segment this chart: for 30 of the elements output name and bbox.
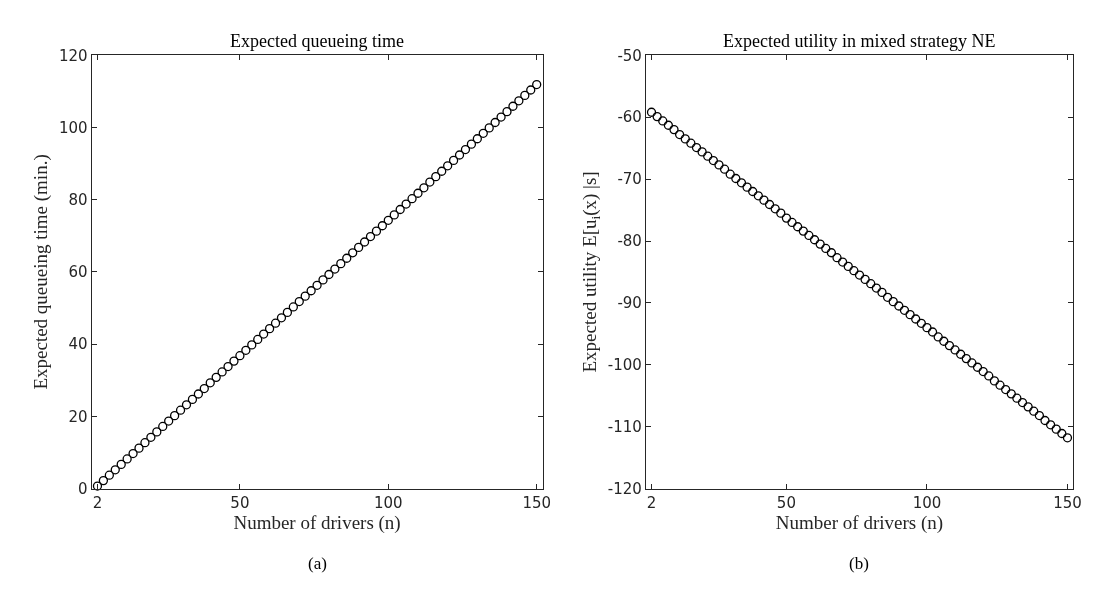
y-tick-label: -70: [617, 170, 642, 189]
y-tick-label: 60: [68, 263, 88, 282]
y-tick-label: -110: [607, 417, 642, 436]
y-tick-label: 20: [68, 407, 88, 426]
x-axis-title: Number of drivers (n): [775, 511, 944, 534]
y-tick-label: 120: [58, 46, 88, 65]
text: (b): [849, 554, 869, 573]
y-tick-label: -120: [607, 479, 642, 498]
y-tick-label: 40: [68, 335, 88, 354]
y-tick-label: 0: [77, 479, 88, 498]
x-tick-label: 50: [776, 493, 796, 512]
x-tick-label: 150: [522, 493, 552, 512]
y-tick-label: -100: [607, 356, 642, 375]
text: (a): [308, 554, 327, 573]
x-tick-label: 100: [373, 493, 403, 512]
x-tick-label: 2: [92, 493, 103, 512]
y-tick-label: 80: [68, 190, 88, 209]
y-tick-label: -60: [617, 108, 642, 127]
x-tick-label: 50: [230, 493, 250, 512]
y-axis-title: Expected queueing time (min.): [29, 154, 52, 390]
x-tick-label: 100: [912, 493, 942, 512]
x-tick-label: 150: [1053, 493, 1082, 512]
chart-title: Expected queueing time: [230, 31, 404, 51]
y-tick-label: -50: [617, 46, 642, 65]
y-tick-label: -90: [617, 294, 642, 313]
x-axis-title: Number of drivers (n): [233, 511, 401, 534]
y-tick-label: -80: [617, 232, 642, 251]
x-tick-label: 2: [646, 493, 657, 512]
chart-title: Expected utility in mixed strategy NE: [723, 31, 996, 51]
y-tick-label: 100: [58, 118, 88, 137]
